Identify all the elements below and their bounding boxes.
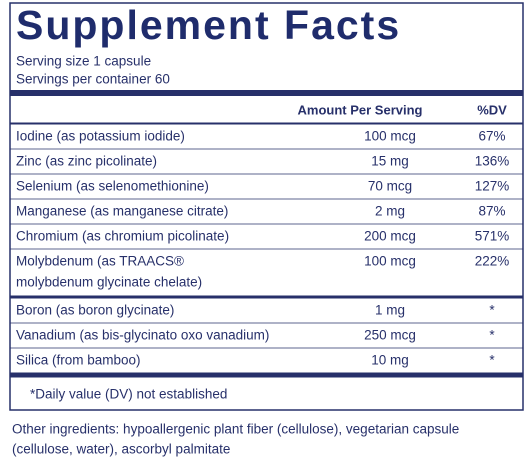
column-header: Amount Per Serving [298,102,423,117]
daily-value: 67% [478,129,505,144]
amount: 250 mcg [364,328,416,343]
daily-value: * [489,303,495,318]
amount: 1 mg [375,303,405,318]
column-header: %DV [477,102,507,117]
servings-per-container: Servings per container 60 [16,72,170,87]
daily-value: 136% [475,154,510,169]
nutrient-name: Molybdenum (as TRAACS® [16,254,184,269]
rows: Iodine (as potassium iodide) 100 mcg 67% Zi… [10,129,523,378]
amount: 70 mcg [368,179,412,194]
daily-value: 222% [475,254,510,269]
nutrient-name: Selenium (as selenomethionine) [16,179,209,194]
footnote: *Daily value (DV) not established [30,387,227,402]
nutrient-name: Manganese (as manganese citrate) [16,204,228,219]
amount: 200 mcg [364,229,416,244]
daily-value: * [489,353,495,368]
nutrient-name: Zinc (as zinc picolinate) [16,154,157,169]
nutrient-name: Silica (from bamboo) [16,353,141,368]
daily-value: 127% [475,179,510,194]
nutrient-name: Iodine (as potassium iodide) [16,129,185,144]
amount: 100 mcg [364,129,416,144]
serving-size: Serving size 1 capsule [16,54,151,69]
nutrient-name: Boron (as boron glycinate) [16,303,174,318]
daily-value: * [489,328,495,343]
other-ingredients: (cellulose, water), ascorbyl palmitate [12,442,230,457]
daily-value: 87% [478,204,505,219]
amount: 100 mcg [364,254,416,269]
nutrient-name: molybdenum glycinate chelate) [16,275,202,290]
other-ingredients: Other ingredients: hypoallergenic plant … [12,422,459,437]
amount: 2 mg [375,204,405,219]
daily-value: 571% [475,229,510,244]
amount: 15 mg [371,154,409,169]
title: Supplement Facts [16,2,401,48]
nutrient-name: Chromium (as chromium picolinate) [16,229,229,244]
nutrient-name: Vanadium (as bis-glycinato oxo vanadium) [16,328,269,343]
amount: 10 mg [371,353,409,368]
label-box [9,2,524,411]
